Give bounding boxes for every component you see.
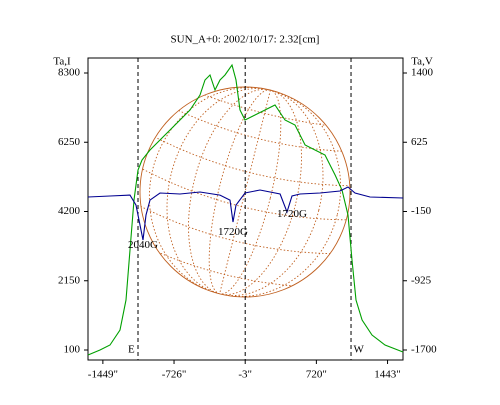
y-tick-label: 100	[64, 344, 81, 356]
y2-tick-label: 1400	[411, 67, 434, 79]
y-tick-label: 2150	[58, 274, 81, 286]
y2-axis-label: Ta,V	[411, 56, 433, 68]
annotation: 1720G	[277, 208, 307, 220]
y-axis-label: Ta,I	[53, 56, 71, 68]
x-tick-label: -726"	[162, 369, 187, 381]
y2-tick-label: -925	[411, 274, 432, 286]
series-line	[87, 186, 404, 241]
y-tick-label: 6250	[58, 136, 81, 148]
series-line	[87, 63, 404, 356]
y-tick-label: 4200	[58, 205, 81, 217]
annotation: W	[354, 344, 365, 356]
y-tick-label: 8300	[58, 67, 81, 79]
x-tick-label: -3"	[238, 369, 252, 381]
annotation: E	[128, 344, 135, 356]
y2-tick-label: -150	[411, 205, 432, 217]
x-tick-label: 1443"	[374, 369, 401, 381]
y2-tick-label: 625	[411, 136, 428, 148]
x-tick-label: 720"	[306, 369, 327, 381]
annotation: 1720G	[218, 226, 248, 238]
annotation: 2040G	[128, 239, 158, 251]
x-tick-label: -1449"	[88, 369, 118, 381]
chart-title: SUN_A+0: 2002/10/17: 2.32[cm]	[171, 34, 320, 46]
y2-tick-label: -1700	[411, 344, 437, 356]
